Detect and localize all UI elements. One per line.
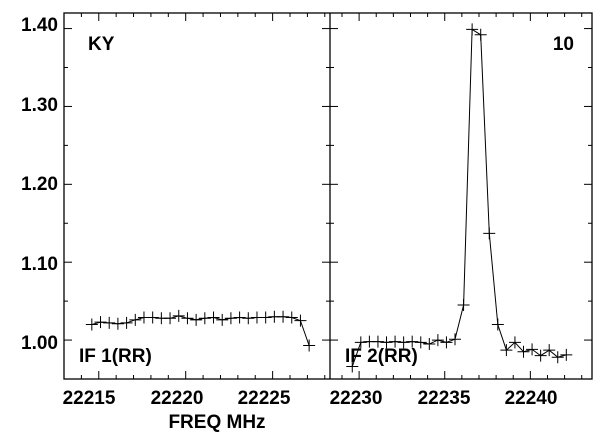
- plot-area: [63, 12, 593, 380]
- data-point-if1-2: [94, 316, 107, 329]
- data-point-if1-12: [181, 312, 194, 325]
- y-tick-label-5: 1.40: [21, 15, 58, 36]
- data-point-if2-25: [551, 351, 564, 364]
- data-point-if2-17: [483, 227, 496, 240]
- panel-label-if1: IF 1(RR): [79, 346, 152, 367]
- data-point-if1-18: [233, 311, 246, 324]
- data-point-if2-2: [354, 336, 367, 349]
- data-point-if2-12: [440, 336, 453, 349]
- data-point-if2-16: [474, 28, 487, 41]
- data-point-if1-24: [285, 311, 298, 324]
- x-axis-label: FREQ MHz: [168, 412, 265, 433]
- data-point-if2-9: [414, 336, 427, 349]
- x-tick-label-5: 22235: [418, 388, 471, 409]
- data-point-if2-21: [517, 345, 530, 358]
- x-tick-label-2: 22220: [151, 388, 204, 409]
- data-point-if2-19: [500, 344, 513, 357]
- data-point-if1-6: [129, 313, 142, 326]
- y-tick-label-2: 1.10: [21, 254, 58, 275]
- data-point-if1-15: [207, 311, 220, 324]
- x-tick-label-3: 22225: [238, 388, 291, 409]
- data-point-if1-19: [242, 312, 255, 325]
- data-point-if1-3: [103, 316, 116, 329]
- data-point-if2-4: [371, 335, 384, 348]
- data-point-if2-1: [346, 360, 359, 373]
- x-tick-label-6: 22240: [505, 388, 558, 409]
- data-point-if1-16: [216, 313, 229, 326]
- y-tick-label-3: 1.20: [21, 174, 58, 195]
- data-point-if1-23: [277, 310, 290, 323]
- data-point-if2-6: [389, 335, 402, 348]
- y-tick-labels: 1.00 1.10 1.20 1.30 1.40: [21, 15, 58, 354]
- y-tick-label-4: 1.30: [21, 95, 58, 116]
- data-point-if1-13: [190, 313, 203, 326]
- corner-label-right: 10: [553, 34, 574, 55]
- data-point-if2-10: [423, 337, 436, 350]
- data-point-if2-8: [406, 335, 419, 348]
- x-tick-label-1: 22215: [63, 388, 116, 409]
- panel-label-if2: IF 2(RR): [345, 346, 418, 367]
- data-point-if2-13: [449, 333, 462, 346]
- data-point-if2-22: [526, 343, 539, 356]
- data-point-if1-8: [146, 311, 159, 324]
- data-point-if1-14: [198, 312, 211, 325]
- data-point-if1-5: [120, 316, 133, 329]
- plot-frame: [63, 12, 593, 380]
- y-tick-label-1: 1.00: [21, 333, 58, 354]
- corner-label-left: KY: [88, 34, 115, 55]
- data-point-if1-10: [164, 312, 177, 325]
- data-point-if2-5: [380, 336, 393, 349]
- data-point-if1-26: [303, 339, 316, 352]
- data-point-if1-25: [294, 314, 307, 327]
- data-point-if2-26: [560, 348, 573, 361]
- data-point-if2-14: [457, 299, 470, 312]
- data-point-if2-7: [397, 336, 410, 349]
- data-point-if1-11: [172, 309, 185, 322]
- data-point-if2-20: [508, 336, 521, 349]
- data-point-if1-4: [111, 317, 124, 330]
- x-tick-labels: 22215 22220 22225 22230 22235 22240: [63, 388, 558, 409]
- x-tick-label-4: 22230: [330, 388, 383, 409]
- data-point-if1-21: [259, 311, 272, 324]
- data-point-if1-17: [224, 312, 237, 325]
- series-line-if1: [91, 315, 310, 346]
- series-line-if2: [351, 28, 567, 367]
- data-point-if1-1: [85, 318, 98, 331]
- data-point-if2-18: [491, 318, 504, 331]
- data-point-if2-15: [466, 23, 479, 36]
- data-point-if2-11: [431, 334, 444, 347]
- data-point-if2-24: [543, 344, 556, 357]
- data-point-if2-23: [534, 349, 547, 362]
